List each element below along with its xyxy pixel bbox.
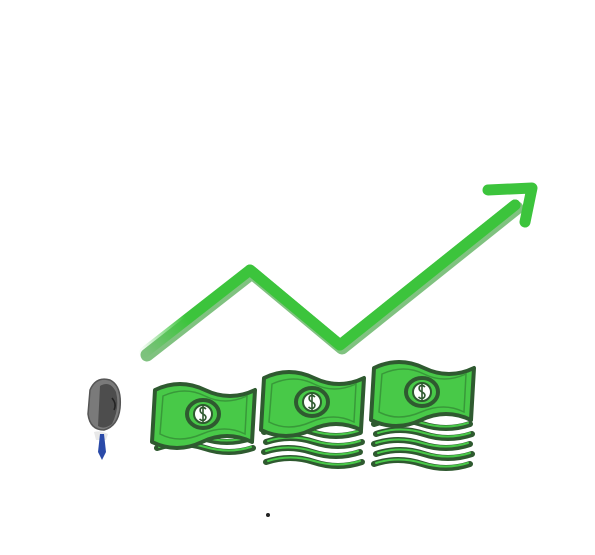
money-stack bbox=[259, 370, 366, 466]
growth-arrow bbox=[139, 182, 538, 362]
person-figure bbox=[87, 378, 122, 460]
money-stack bbox=[369, 360, 476, 468]
dot bbox=[266, 513, 270, 517]
money-stack bbox=[150, 382, 257, 452]
